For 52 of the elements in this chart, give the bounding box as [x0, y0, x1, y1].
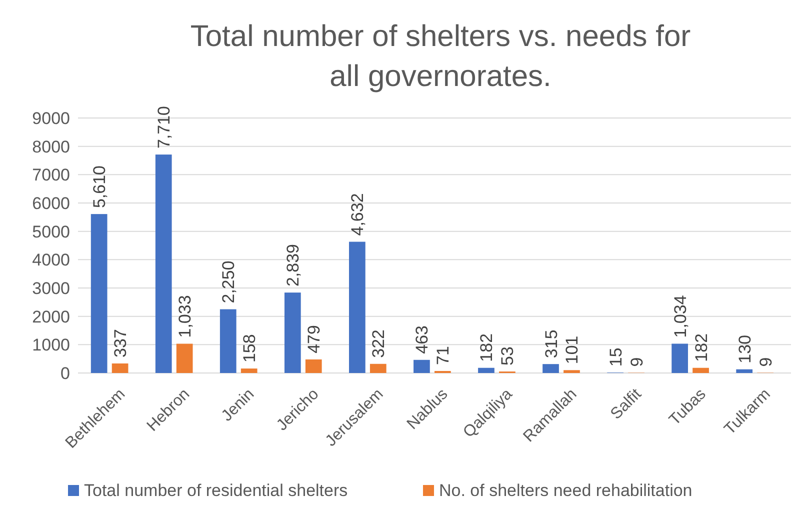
data-label: 101	[562, 336, 582, 364]
data-label: 2,250	[219, 260, 238, 304]
y-tick-label: 3000	[32, 278, 70, 298]
data-label: 322	[369, 330, 388, 358]
bar	[305, 359, 322, 373]
data-label: 315	[542, 330, 561, 358]
bar	[414, 360, 430, 373]
legend-label: No. of shelters need rehabilitation	[439, 481, 692, 500]
y-tick-label: 4000	[32, 250, 70, 270]
data-label: 182	[477, 333, 496, 362]
data-label: 5,610	[90, 166, 110, 208]
y-tick-label: 7000	[32, 166, 70, 185]
y-tick-label: 6000	[32, 194, 70, 213]
chart-title: Total number of shelters vs. needs for all governorates.	[190, 20, 691, 93]
y-tick-label: 5000	[32, 222, 70, 242]
data-label: 2,839	[284, 244, 303, 287]
y-tick-label: 2000	[32, 307, 70, 326]
data-label: 4,632	[348, 193, 368, 236]
y-tick-label: 8000	[32, 137, 70, 156]
data-label: 71	[434, 346, 453, 365]
bar	[112, 363, 128, 373]
data-label: 7,710	[154, 106, 174, 149]
bar	[155, 154, 172, 373]
bar	[349, 242, 366, 373]
data-label: 9	[627, 357, 646, 367]
data-label: 130	[735, 334, 754, 364]
y-tick-label: 0	[60, 364, 70, 383]
data-label: 1,034	[670, 295, 690, 338]
bar	[240, 368, 258, 373]
bar	[672, 344, 688, 373]
bar	[542, 364, 559, 373]
bar	[284, 292, 301, 373]
y-tick-label: 1000	[32, 336, 70, 355]
legend-label: Total number of residential shelters	[84, 481, 348, 500]
bar	[176, 344, 193, 373]
data-label: 479	[304, 325, 324, 354]
data-label: 15	[606, 348, 626, 367]
data-label: 182	[692, 333, 711, 362]
bar	[220, 309, 236, 373]
bar	[564, 370, 580, 373]
data-label: 463	[412, 326, 432, 354]
data-label: 1,033	[176, 295, 195, 338]
data-label: 158	[240, 334, 260, 363]
data-label: 337	[111, 329, 130, 358]
bar	[478, 368, 494, 373]
y-tick-label: 9000	[32, 108, 70, 128]
bar	[736, 369, 753, 373]
bar	[370, 364, 386, 373]
data-label: 9	[756, 357, 776, 367]
bar	[90, 214, 108, 373]
bar	[692, 368, 709, 373]
data-label: 53	[498, 346, 518, 366]
